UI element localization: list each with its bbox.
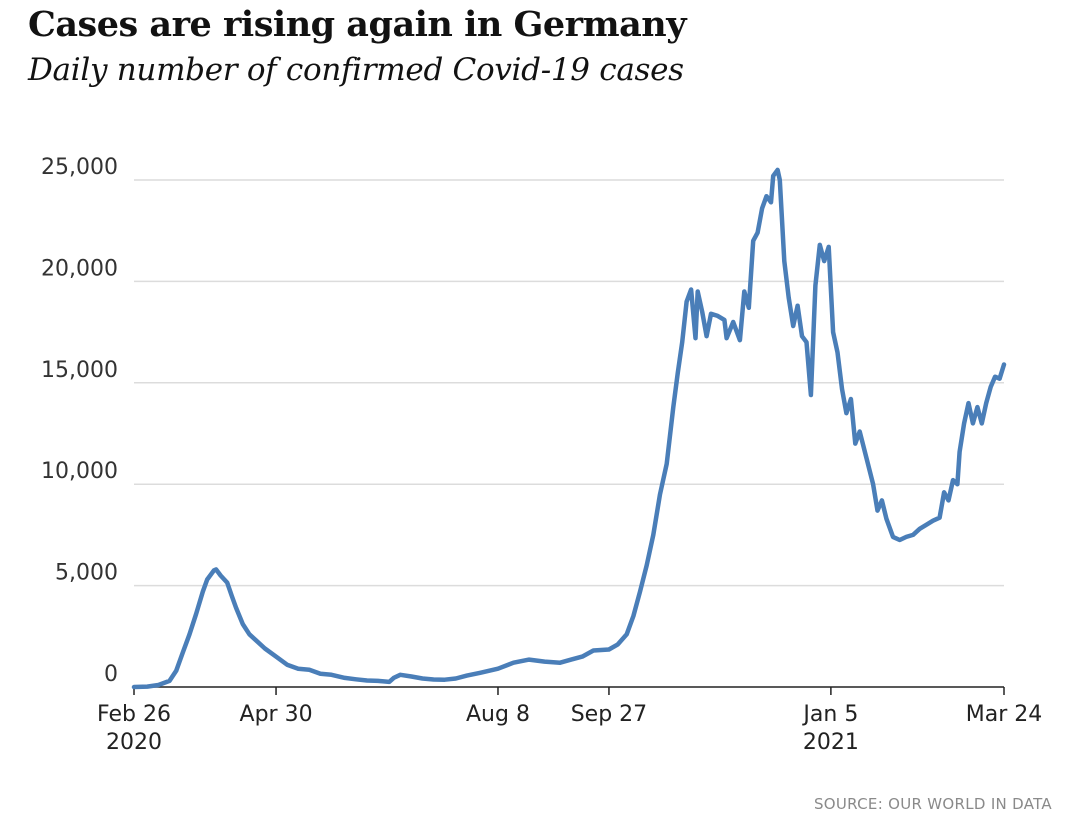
x-tick-label: Aug 8 bbox=[466, 702, 530, 727]
x-tick-sublabel: 2021 bbox=[803, 730, 859, 755]
x-tick-label: Sep 27 bbox=[571, 702, 647, 727]
x-tick-sublabel: 2020 bbox=[106, 730, 162, 755]
x-tick-label: Feb 26 bbox=[97, 702, 171, 727]
source-note: SOURCE: OUR WORLD IN DATA bbox=[813, 795, 1052, 813]
x-tick-label: Apr 30 bbox=[240, 702, 313, 727]
y-tick-label: 15,000 bbox=[41, 358, 118, 383]
y-tick-label: 10,000 bbox=[41, 459, 118, 484]
y-tick-label: 25,000 bbox=[41, 155, 118, 180]
x-tick-label: Jan 5 bbox=[801, 702, 858, 727]
y-tick-label: 5,000 bbox=[55, 561, 118, 586]
chart-subtitle: Daily number of confirmed Covid-19 cases bbox=[28, 52, 684, 88]
y-tick-label: 20,000 bbox=[41, 256, 118, 281]
x-tick-label: Mar 24 bbox=[966, 702, 1043, 727]
series-line-daily-cases bbox=[131, 167, 1007, 690]
y-tick-label: 0 bbox=[104, 662, 118, 687]
x-axis: Feb 26 2020 Apr 30 Aug 8 Sep 27 Jan 5 2021 Mar … bbox=[97, 686, 1043, 755]
series-layer bbox=[131, 167, 1007, 690]
chart-title: Cases are rising again in Germany bbox=[28, 4, 687, 45]
gridlines bbox=[134, 179, 1004, 587]
y-axis: 0 5,000 10,000 15,000 20,000 25,000 bbox=[41, 155, 118, 687]
